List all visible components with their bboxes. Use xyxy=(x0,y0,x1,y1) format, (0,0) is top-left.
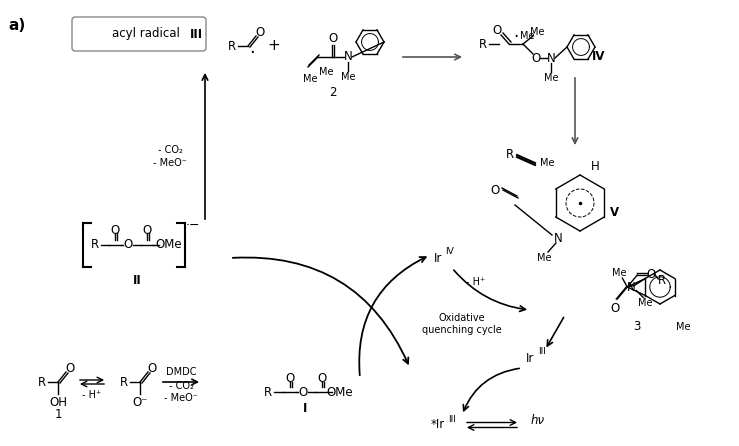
Text: R: R xyxy=(120,376,128,388)
Text: O: O xyxy=(317,372,327,385)
Text: R: R xyxy=(479,37,487,50)
Text: R: R xyxy=(264,385,272,398)
Text: Me: Me xyxy=(638,298,653,309)
Text: O: O xyxy=(256,25,265,38)
Text: - MeO⁻: - MeO⁻ xyxy=(164,393,198,403)
Text: O: O xyxy=(610,301,620,314)
FancyArrowPatch shape xyxy=(454,270,525,311)
Text: III: III xyxy=(448,414,456,424)
Text: Me: Me xyxy=(675,322,690,332)
FancyBboxPatch shape xyxy=(72,17,206,51)
Text: ·: · xyxy=(514,28,519,46)
Text: Me: Me xyxy=(341,72,355,82)
Text: O: O xyxy=(65,362,75,375)
Text: *Ir: *Ir xyxy=(431,418,445,431)
FancyArrowPatch shape xyxy=(359,257,426,375)
Text: Me: Me xyxy=(530,27,544,37)
Text: Me: Me xyxy=(537,253,551,263)
Text: O: O xyxy=(492,24,502,37)
Text: Me: Me xyxy=(544,73,558,83)
Text: 3: 3 xyxy=(633,321,641,334)
FancyArrowPatch shape xyxy=(463,368,520,411)
FancyArrowPatch shape xyxy=(233,257,409,363)
Text: OMe: OMe xyxy=(156,239,183,252)
Text: quenching cycle: quenching cycle xyxy=(422,325,502,335)
Text: - CO₂: - CO₂ xyxy=(157,145,183,155)
Text: +: + xyxy=(268,38,280,54)
Text: N: N xyxy=(554,231,562,244)
Text: O: O xyxy=(328,33,338,45)
Text: R: R xyxy=(38,376,46,388)
Text: Ir: Ir xyxy=(526,351,534,364)
Text: N: N xyxy=(344,50,353,63)
Text: II: II xyxy=(132,273,141,286)
Text: O: O xyxy=(143,223,151,236)
Text: OH: OH xyxy=(49,396,67,409)
Text: Ir: Ir xyxy=(434,252,442,264)
Text: V: V xyxy=(610,206,619,219)
Text: O: O xyxy=(491,183,500,197)
Text: IV: IV xyxy=(445,248,453,256)
Text: O: O xyxy=(647,268,656,281)
Text: - MeO⁻: - MeO⁻ xyxy=(153,158,187,168)
Text: Me: Me xyxy=(539,158,554,168)
Text: O⁻: O⁻ xyxy=(132,396,148,409)
Text: N: N xyxy=(547,51,556,65)
Text: Me: Me xyxy=(612,268,627,278)
Text: O: O xyxy=(147,362,157,375)
Text: a): a) xyxy=(8,18,25,33)
Text: R: R xyxy=(506,149,514,161)
Text: O: O xyxy=(531,51,541,65)
Text: O: O xyxy=(285,372,295,385)
Text: 2: 2 xyxy=(330,86,337,99)
Text: R: R xyxy=(228,40,236,53)
Text: III: III xyxy=(538,347,546,356)
Text: Me: Me xyxy=(520,31,534,41)
Text: IV: IV xyxy=(592,50,606,63)
Text: Me: Me xyxy=(319,67,333,77)
Text: III: III xyxy=(189,28,202,41)
Text: ·−: ·− xyxy=(185,219,200,231)
Text: H: H xyxy=(590,161,599,173)
Text: I: I xyxy=(303,401,307,414)
Text: - H⁺: - H⁺ xyxy=(82,390,102,400)
Text: N: N xyxy=(627,281,636,294)
Text: R: R xyxy=(91,239,99,252)
Text: O: O xyxy=(123,239,132,252)
Text: Me: Me xyxy=(303,74,317,84)
Text: DMDC: DMDC xyxy=(166,367,197,377)
Text: acyl radical: acyl radical xyxy=(112,28,184,41)
Text: OMe: OMe xyxy=(327,385,353,398)
Text: O: O xyxy=(299,385,307,398)
Text: hν: hν xyxy=(531,413,545,426)
Text: O: O xyxy=(110,223,120,236)
Text: R: R xyxy=(658,274,667,288)
Text: 1: 1 xyxy=(54,408,62,421)
Text: - CO₂: - CO₂ xyxy=(168,381,194,391)
Text: ·: · xyxy=(249,44,255,62)
Text: Oxidative: Oxidative xyxy=(439,313,486,323)
Text: - H⁺: - H⁺ xyxy=(466,277,486,287)
